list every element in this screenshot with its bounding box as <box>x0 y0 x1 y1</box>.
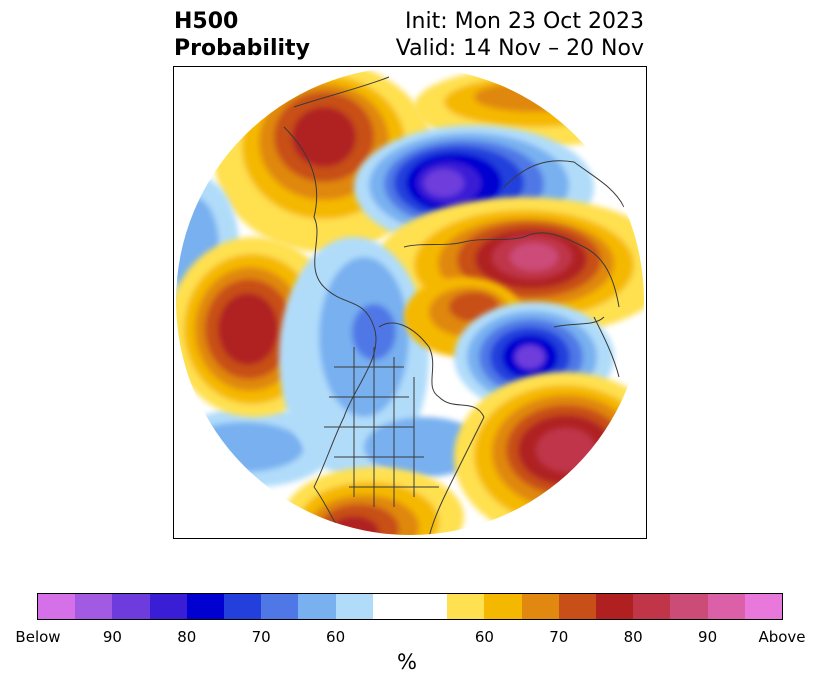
title-metric: Probability <box>174 36 310 61</box>
colorbar-tick-label: 70 <box>549 628 569 646</box>
colorbar-tick-label: Above <box>758 628 806 646</box>
colorbar-segment-above-4 <box>596 594 634 619</box>
colorbar-segment-above-7 <box>707 594 745 619</box>
probability-map <box>173 66 647 539</box>
colorbar-segment-below-1 <box>75 594 113 619</box>
colorbar-segment-above-5 <box>633 594 671 619</box>
coastlines <box>283 76 625 535</box>
title-variable: H500 <box>174 9 239 34</box>
colorbar-tick-label: 60 <box>474 628 494 646</box>
colorbar-segment-above-6 <box>670 594 708 619</box>
globe <box>176 67 644 535</box>
colorbar <box>37 593 783 620</box>
colorbar-unit-label: % <box>397 650 417 674</box>
colorbar-tick-label: 90 <box>102 628 122 646</box>
colorbar-tick-label: Below <box>15 628 61 646</box>
init-date: Init: Mon 23 Oct 2023 <box>405 9 644 34</box>
colorbar-segment-above-3 <box>558 594 597 619</box>
title-right: Init: Mon 23 Oct 2023 Valid: 14 Nov – 20… <box>396 8 644 62</box>
title-left: H500 Probability <box>174 8 310 62</box>
colorbar-segment-above-0 <box>447 594 485 619</box>
valid-range: Valid: 14 Nov – 20 Nov <box>395 36 644 61</box>
colorbar-segment-above-1 <box>484 594 522 619</box>
colorbar-segment-below-2 <box>112 594 150 619</box>
colorbar-tick-label: 90 <box>698 628 718 646</box>
colorbar-segment-below-8 <box>335 594 373 619</box>
colorbar-segment-below-6 <box>261 594 299 619</box>
map-svg <box>176 67 644 535</box>
colorbar-segment-below-3 <box>149 594 187 619</box>
colorbar-tick-label: 80 <box>177 628 197 646</box>
colorbar-segment-above-2 <box>521 594 559 619</box>
colorbar-segment-below-0 <box>38 594 76 619</box>
colorbar-segment-below-5 <box>224 594 262 619</box>
colorbar-tick-label: 60 <box>326 628 346 646</box>
colorbar-segment-neutral <box>372 594 448 619</box>
colorbar-segment-below-4 <box>186 594 225 619</box>
colorbar-segment-below-7 <box>298 594 336 619</box>
colorbar-tick-label: 70 <box>251 628 271 646</box>
colorbar-tick-label: 80 <box>623 628 643 646</box>
colorbar-segment-above-8 <box>744 594 783 619</box>
